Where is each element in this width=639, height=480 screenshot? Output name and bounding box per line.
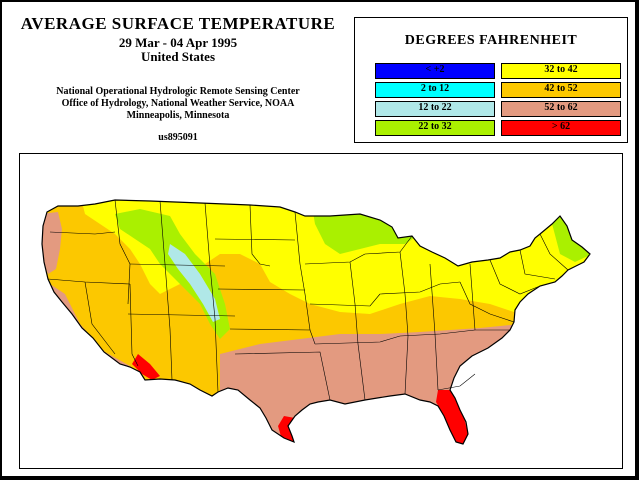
boundary-line — [314, 335, 401, 345]
legend-label: 12 to 22 — [418, 102, 452, 113]
boundary-line — [519, 249, 556, 280]
legend-label: 22 to 32 — [418, 121, 452, 132]
legend-label: > 62 — [551, 121, 571, 132]
legend-swatch — [501, 82, 621, 98]
region-name: United States — [140, 49, 216, 64]
boundary-line — [309, 293, 381, 307]
boundary-line — [469, 263, 476, 331]
boundary-line — [214, 238, 296, 241]
temperature-map — [19, 153, 623, 469]
zone-gt-62 — [132, 354, 160, 380]
boundary-line — [49, 231, 116, 235]
boundary-line — [84, 281, 116, 355]
legend-label: 32 to 42 — [544, 64, 578, 75]
zone-gt-62 — [436, 390, 468, 444]
boundary-line — [127, 313, 236, 317]
legend-swatch — [375, 82, 495, 98]
legend-title: DEGREES FAHRENHEIT — [404, 33, 578, 48]
zone-12-22 — [168, 244, 220, 322]
zone-52-62 — [42, 212, 62, 274]
us-map-svg — [41, 199, 591, 445]
boundary-line — [379, 281, 461, 295]
org-line-3: Minneapolis, Minnesota — [126, 110, 230, 121]
boundary-line — [249, 204, 271, 267]
boundary-line — [204, 202, 219, 393]
boundary-line — [459, 281, 515, 323]
boundary-line — [539, 233, 569, 271]
zone-22-32 — [115, 209, 230, 339]
legend-swatch — [501, 101, 621, 117]
boundary-line — [489, 259, 541, 295]
legend-swatch — [375, 101, 495, 117]
legend-label: < +2 — [425, 64, 445, 75]
legend-label: 52 to 62 — [544, 102, 578, 113]
boundary-line — [399, 251, 409, 395]
boundary-line — [349, 261, 366, 401]
map-product-panel: AVERAGE SURFACE TEMPERATURE 29 Mar - 04 … — [2, 2, 635, 476]
date-range: 29 Mar - 04 Apr 1995 — [118, 35, 238, 50]
boundary-line — [129, 283, 139, 367]
boundary-line — [234, 351, 331, 401]
org-line-1: National Operational Hydrologic Remote S… — [56, 86, 300, 97]
legend-label: 2 to 12 — [420, 83, 450, 94]
map-title: AVERAGE SURFACE TEMPERATURE — [20, 14, 336, 33]
boundary-line — [159, 200, 173, 381]
state-boundaries — [47, 199, 569, 401]
legend-label: 42 to 52 — [544, 83, 578, 94]
boundary-line — [399, 329, 510, 337]
legend-swatch — [501, 63, 621, 79]
boundary-line — [437, 373, 476, 391]
boundary-line — [294, 211, 311, 331]
us-outline — [41, 199, 591, 445]
product-id: us895091 — [158, 132, 198, 143]
temperature-legend: DEGREES FAHRENHEIT < +2 2 to 12 12 to 22… — [354, 17, 628, 143]
legend-swatch — [501, 120, 621, 136]
boundary-line — [429, 263, 439, 391]
legend-swatch — [375, 120, 495, 136]
legend-swatch — [375, 63, 495, 79]
boundary-line — [217, 288, 306, 291]
boundary-line — [129, 263, 226, 267]
org-line-2: Office of Hydrology, National Weather Se… — [61, 98, 295, 109]
